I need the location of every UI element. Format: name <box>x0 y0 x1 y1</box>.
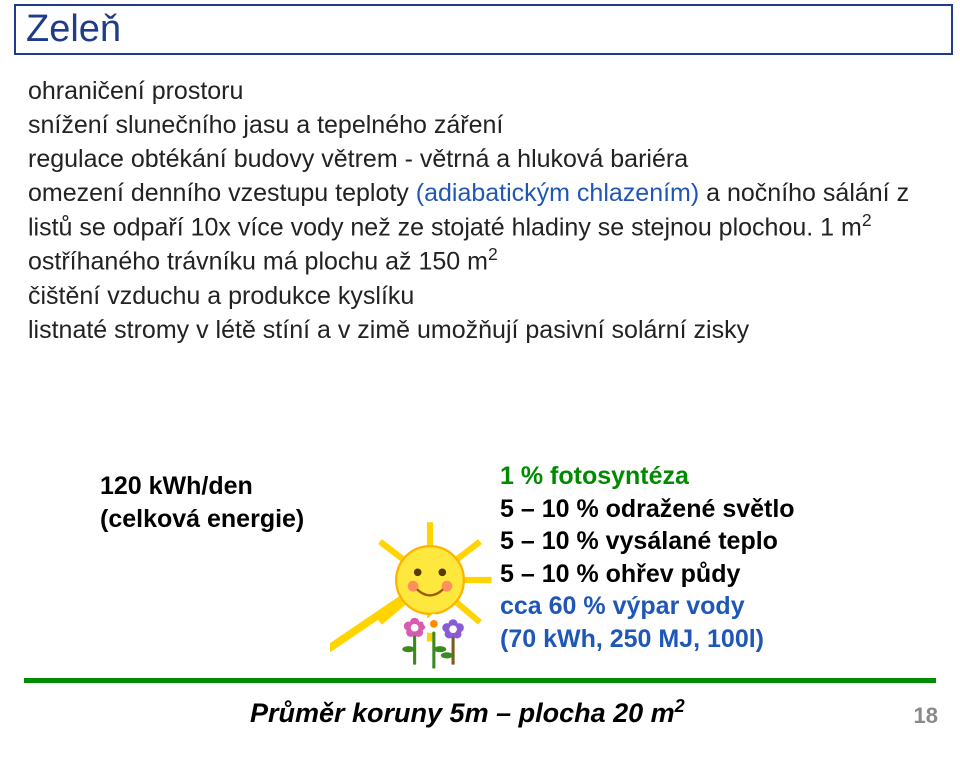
slide: { "title": "Zeleň", "bullets": { "b1": "… <box>0 0 960 757</box>
divider-line <box>24 678 936 683</box>
title-box: Zeleň <box>14 4 953 55</box>
footer-text: Průměr koruny 5m – plocha 20 m2 <box>250 696 685 729</box>
energy-label: (celková energie) <box>100 505 304 533</box>
bullet-4b: (adiabatickým chlazením) <box>416 179 699 207</box>
flowers <box>402 614 464 669</box>
bullet-6: listnaté stromy v létě stíní a v zimě um… <box>28 314 928 346</box>
lower-region: 120 kWh/den (celková energie) 1 % fotosy… <box>0 460 960 680</box>
bullet-4: omezení denního vzestupu teploty (adiaba… <box>28 177 928 278</box>
sun-eye-l <box>414 568 422 576</box>
bullet-4d: ostříhaného trávníku má plochu až 150 m <box>28 248 488 276</box>
flower-1 <box>404 618 426 637</box>
left-energy-block: 120 kWh/den (celková energie) <box>100 470 304 535</box>
flower-3 <box>442 619 464 638</box>
sup-2: 2 <box>488 244 498 264</box>
energy-value: 120 kWh/den <box>100 472 253 500</box>
r2: 5 – 10 % odražené světlo <box>500 495 795 523</box>
bullet-4a: omezení denního vzestupu teploty <box>28 179 416 207</box>
bullet-5: čištění vzduchu a produkce kyslíku <box>28 280 928 312</box>
r3: 5 – 10 % vysálané teplo <box>500 527 778 555</box>
sun-body <box>396 546 464 614</box>
page-title: Zeleň <box>26 8 121 50</box>
flower-2 <box>423 614 445 633</box>
footer-prefix: Průměr koruny 5m – plocha 20 m <box>250 698 675 728</box>
sup-1: 2 <box>862 210 872 230</box>
bullet-list: ohraničení prostoru snížení slunečního j… <box>28 75 928 348</box>
sun-graphic <box>330 440 490 600</box>
page-number: 18 <box>914 703 938 729</box>
r4: 5 – 10 % ohřev půdy <box>500 560 740 588</box>
right-percent-block: 1 % fotosyntéza 5 – 10 % odražené světlo… <box>500 460 795 655</box>
sun-eye-r <box>438 568 446 576</box>
bullet-3: regulace obtékání budovy větrem - větrná… <box>28 143 928 175</box>
bullet-2: snížení slunečního jasu a tepelného záře… <box>28 109 928 141</box>
footer-sup: 2 <box>675 696 685 716</box>
r1: 1 % fotosyntéza <box>500 462 689 490</box>
r6: (70 kWh, 250 MJ, 100l) <box>500 625 764 653</box>
bullet-1: ohraničení prostoru <box>28 75 928 107</box>
r5: cca 60 % výpar vody <box>500 592 745 620</box>
